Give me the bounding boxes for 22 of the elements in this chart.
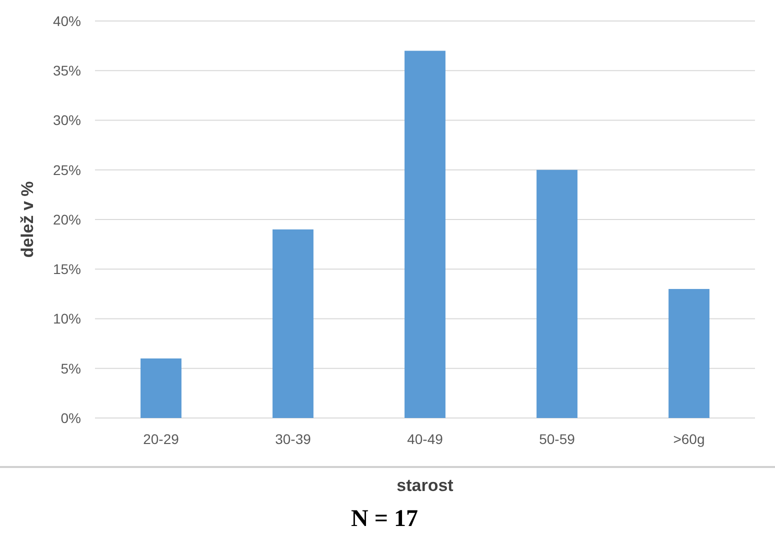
y-tick-label: 5% bbox=[60, 360, 81, 376]
y-tick-label: 0% bbox=[60, 410, 81, 426]
bar bbox=[404, 50, 446, 418]
x-tick-label: 40-49 bbox=[407, 431, 444, 447]
y-tick-label: 20% bbox=[52, 211, 81, 228]
text: N = 17 bbox=[350, 506, 418, 532]
bar bbox=[536, 170, 578, 418]
y-tick-label: 30% bbox=[52, 112, 81, 128]
y-tick-label: 40% bbox=[52, 12, 81, 29]
x-tick-label: >60g bbox=[673, 431, 705, 447]
y-tick-label: 15% bbox=[52, 261, 81, 278]
bar bbox=[140, 358, 182, 418]
x-axis-title: starost bbox=[396, 476, 454, 495]
x-tick-label: 50-59 bbox=[539, 431, 576, 447]
x-tick-label: 30-39 bbox=[275, 431, 312, 447]
y-tick-label: 10% bbox=[52, 310, 81, 327]
y-tick-label: 35% bbox=[52, 62, 81, 79]
bar bbox=[272, 229, 314, 418]
y-tick-label: 25% bbox=[52, 162, 81, 178]
bar bbox=[668, 288, 710, 418]
x-tick-label: 20-29 bbox=[143, 431, 180, 447]
y-axis-title: delež v % bbox=[18, 181, 37, 258]
